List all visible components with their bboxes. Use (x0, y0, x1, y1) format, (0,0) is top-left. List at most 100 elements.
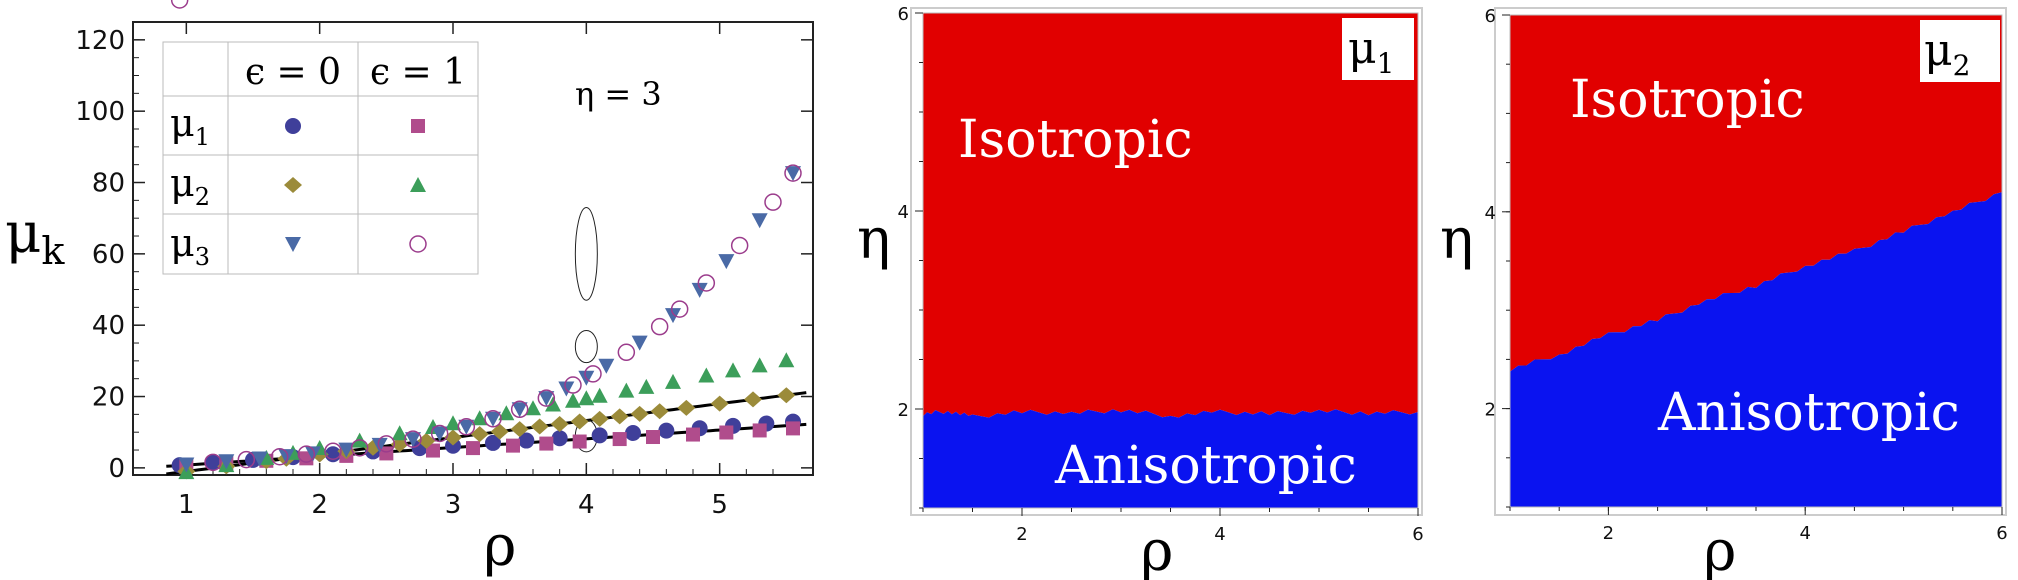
data-point (570, 413, 589, 430)
y-tick-label: 60 (92, 240, 125, 270)
x-tick-label: 2 (311, 490, 328, 520)
x-tick-label: 1 (178, 490, 195, 520)
panel-label-box (1920, 20, 2000, 82)
data-point (458, 419, 475, 435)
x-tick-label: 6 (1996, 523, 2007, 544)
data-point (784, 164, 802, 182)
data-point (377, 435, 396, 453)
x-tick-label: 2 (1016, 524, 1027, 545)
data-point (665, 373, 681, 389)
data-point (751, 357, 768, 373)
x-tick-label: 5 (711, 490, 728, 520)
data-point (218, 454, 235, 470)
legend-background (162, 41, 479, 275)
y-tick-label: 0 (108, 454, 125, 484)
region1-ticks: 2 4 6 2 4 6 (898, 4, 1424, 545)
legend-marker (285, 118, 301, 134)
legend-marker (410, 177, 426, 192)
y-tick-label: 100 (75, 97, 125, 127)
region-panel-mu2: 2 4 6 2 4 6 Isotropic Anisotropic μ2 η ρ (1440, 6, 2008, 580)
isotropic-label: Isotropic (958, 110, 1193, 170)
data-point (564, 376, 582, 394)
data-point (610, 408, 629, 425)
highlight-ellipse (574, 330, 598, 364)
data-point (404, 430, 422, 448)
eta-annotation: η = 3 (575, 75, 662, 113)
x-tick-label: 4 (1799, 523, 1810, 544)
data-point (591, 427, 608, 444)
region2-x-label: ρ (1704, 519, 1737, 580)
data-point (650, 403, 669, 420)
legend-row-mu1: μ1 (170, 101, 210, 151)
scatter-x-label: ρ (484, 514, 517, 579)
data-point (650, 317, 669, 336)
data-point (612, 432, 627, 447)
data-point (730, 236, 749, 255)
data-point (405, 432, 421, 448)
data-point (785, 166, 801, 182)
y-tick-label: 6 (898, 4, 909, 25)
data-point (457, 418, 476, 436)
data-point (498, 405, 515, 421)
data-point (751, 213, 768, 229)
data-point (431, 426, 448, 442)
data-point (170, 0, 189, 9)
data-point (490, 423, 509, 440)
data-point (618, 382, 635, 398)
data-point (510, 421, 529, 438)
data-point (350, 439, 369, 457)
data-point (725, 362, 741, 378)
scatter-y-label: μk (5, 201, 65, 273)
data-point (251, 451, 268, 467)
data-point (426, 443, 440, 458)
data-point (466, 441, 480, 456)
isotropic-region (1510, 15, 2002, 372)
data-point (417, 432, 436, 449)
legend-table: ϵ = 0 ϵ = 1 μ1 μ2 μ3 (162, 41, 479, 275)
data-point (631, 335, 648, 351)
data-point (625, 424, 641, 441)
data-point (598, 358, 615, 374)
x-tick-label: 6 (1412, 524, 1423, 545)
y-tick-label: 120 (75, 26, 125, 56)
data-point (430, 424, 449, 443)
isotropic-label: Isotropic (1570, 70, 1805, 130)
y-tick-label: 2 (1485, 400, 1496, 421)
data-point (691, 282, 708, 298)
anisotropic-region (1510, 192, 2002, 507)
y-tick-label: 4 (1485, 203, 1496, 224)
data-point (204, 453, 222, 472)
data-point (677, 399, 696, 416)
data-point (630, 405, 649, 422)
data-point (278, 449, 295, 465)
data-point (525, 400, 541, 416)
data-point (539, 436, 554, 451)
data-point (537, 389, 556, 407)
data-point (205, 454, 221, 471)
data-point (591, 387, 608, 403)
data-point (778, 352, 795, 368)
data-point (506, 438, 520, 453)
anisotropic-label: Anisotropic (1657, 383, 1960, 443)
data-point (710, 395, 729, 412)
y-tick-label: 80 (92, 169, 125, 199)
data-point (485, 411, 501, 427)
data-point (719, 425, 734, 440)
x-tick-label: 3 (445, 490, 462, 520)
panel-label: μ2 (1924, 25, 1970, 82)
data-point (371, 437, 388, 453)
data-point (538, 391, 555, 407)
data-point (391, 425, 408, 441)
data-point (178, 457, 195, 473)
data-point (565, 392, 581, 408)
data-point (744, 391, 762, 408)
panel-label: μ1 (1348, 23, 1394, 80)
region2-ticks: 2 4 6 2 4 6 (1485, 6, 2008, 544)
data-point (297, 445, 316, 463)
data-point (718, 254, 735, 270)
y-tick-label: 40 (92, 311, 125, 341)
x-tick-label: 4 (578, 490, 595, 520)
y-tick-label: 4 (898, 202, 909, 223)
data-point (686, 427, 700, 442)
